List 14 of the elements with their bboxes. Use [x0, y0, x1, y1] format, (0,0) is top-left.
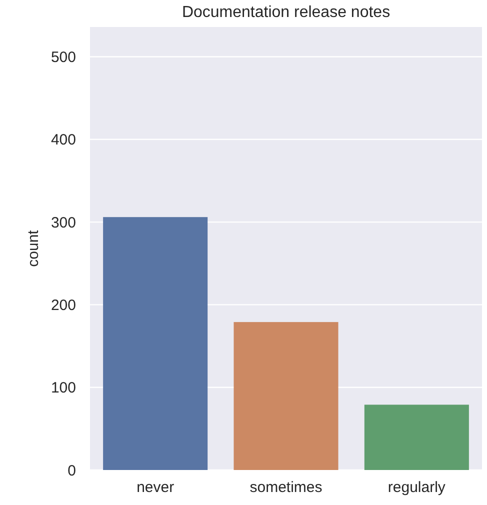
bar [234, 322, 338, 470]
y-tick-label: 0 [68, 462, 76, 480]
x-tick-label: regularly [388, 479, 446, 496]
y-tick-label: 400 [50, 132, 76, 149]
y-axis-title: count [25, 229, 42, 267]
chart-title: Documentation release notes [182, 4, 390, 21]
y-tick-label: 100 [50, 380, 76, 397]
x-tick-label: never [136, 479, 174, 496]
y-tick-label: 300 [50, 214, 76, 232]
bar [103, 217, 208, 470]
bar [364, 404, 469, 470]
y-tick-label: 500 [50, 49, 76, 66]
y-tick-label: 200 [50, 296, 76, 314]
x-tick-label: sometimes [250, 479, 322, 496]
